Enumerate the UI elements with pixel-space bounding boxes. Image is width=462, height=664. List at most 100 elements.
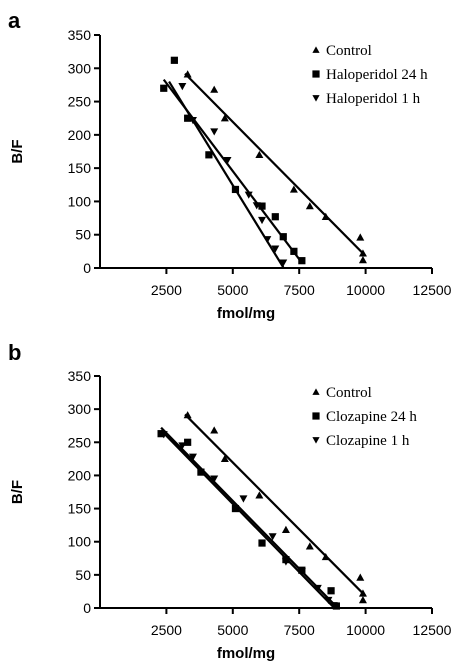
y-axis-label: B/F — [9, 139, 26, 163]
data-point — [258, 216, 267, 225]
y-tick-label: 100 — [68, 193, 92, 209]
data-point — [327, 587, 335, 595]
legend: Control Haloperidol 24 h Haloperidol 1 h — [312, 43, 428, 107]
y-tick-label: 250 — [68, 434, 92, 450]
data-point — [178, 83, 187, 91]
data-point — [358, 249, 367, 257]
data-point — [358, 596, 367, 604]
legend-label: Clozapine 1 h — [326, 433, 410, 449]
y-tick-label: 50 — [75, 227, 91, 243]
y-tick-label: 300 — [68, 401, 92, 417]
fit-line — [160, 426, 338, 608]
data-point — [183, 411, 192, 419]
data-point — [210, 128, 219, 136]
legend-label: Control — [326, 385, 372, 401]
data-point — [297, 568, 306, 576]
data-point — [188, 117, 197, 125]
data-point — [356, 573, 365, 581]
y-tick-label: 200 — [68, 467, 92, 483]
data-point — [239, 495, 248, 503]
data-point — [183, 70, 192, 78]
data-point — [263, 236, 272, 244]
series-0 — [183, 70, 367, 264]
data-point — [271, 245, 280, 253]
legend-label: Control — [326, 43, 372, 59]
legend: Control Clozapine 24 h Clozapine 1 h — [312, 385, 417, 449]
x-tick-label: 10000 — [346, 282, 385, 298]
y-tick-label: 350 — [68, 27, 92, 43]
data-point — [356, 233, 365, 241]
panel-label: b — [8, 340, 21, 365]
data-point — [258, 202, 266, 210]
data-point — [160, 84, 168, 92]
data-point — [252, 202, 261, 210]
data-point — [305, 542, 314, 550]
x-tick-label: 12500 — [413, 282, 452, 298]
panel-label: a — [8, 8, 21, 33]
data-point — [268, 533, 277, 541]
data-point — [210, 475, 219, 483]
data-point — [298, 257, 306, 265]
y-tick-label: 300 — [68, 60, 92, 76]
x-axis-label: fmol/mg — [217, 645, 275, 662]
data-point — [271, 213, 279, 221]
data-point — [220, 114, 229, 122]
x-tick-label: 5000 — [217, 282, 248, 298]
legend-label: Haloperidol 1 h — [326, 91, 421, 107]
legend-label: Clozapine 24 h — [326, 409, 417, 425]
data-point — [231, 504, 240, 513]
data-point — [205, 151, 213, 159]
data-point — [290, 247, 298, 255]
y-axis-label: B/F — [9, 480, 26, 504]
fit-line — [184, 413, 367, 597]
data-point — [258, 539, 266, 547]
y-tick-label: 50 — [75, 567, 91, 583]
y-tick-label: 200 — [68, 127, 92, 143]
y-tick-label: 0 — [83, 600, 91, 616]
y-tick-label: 0 — [83, 260, 91, 276]
x-tick-label: 2500 — [151, 622, 182, 638]
legend-marker — [312, 95, 320, 102]
data-point — [244, 191, 253, 199]
data-point — [223, 156, 232, 165]
data-point — [255, 491, 264, 499]
data-point — [210, 426, 219, 434]
data-point — [305, 202, 314, 210]
data-point — [279, 233, 287, 241]
data-point — [321, 552, 330, 561]
legend-marker — [312, 388, 320, 395]
data-point — [313, 584, 322, 593]
data-point — [159, 431, 168, 439]
y-tick-label: 150 — [68, 160, 92, 176]
y-tick-label: 350 — [68, 368, 92, 384]
chart-panel-a: a 0 50 100 150 200 250 300 350 2500 5000 7500 10000 1… — [8, 8, 452, 322]
legend-marker — [312, 412, 320, 420]
x-tick-label: 5000 — [217, 622, 248, 638]
series-2 — [159, 429, 338, 610]
fit-line — [160, 429, 335, 609]
data-point — [220, 454, 229, 463]
data-point — [321, 212, 330, 220]
y-tick-label: 100 — [68, 534, 92, 550]
y-tick-label: 150 — [68, 501, 92, 517]
x-tick-label: 12500 — [413, 622, 452, 638]
y-tick-label: 250 — [68, 94, 92, 110]
data-point — [279, 259, 288, 267]
data-point — [281, 525, 290, 533]
data-point — [358, 589, 367, 597]
data-point — [281, 558, 290, 566]
x-tick-label: 7500 — [284, 282, 315, 298]
series-0 — [183, 411, 367, 604]
data-point — [210, 85, 219, 93]
fit-line — [184, 72, 367, 257]
data-point — [170, 56, 178, 64]
series-2 — [168, 81, 288, 268]
data-point — [188, 453, 197, 461]
x-tick-label: 7500 — [284, 622, 315, 638]
data-point — [329, 602, 338, 610]
legend-marker — [312, 437, 320, 444]
x-tick-label: 2500 — [151, 282, 182, 298]
data-point — [289, 185, 298, 193]
data-point — [255, 150, 264, 159]
